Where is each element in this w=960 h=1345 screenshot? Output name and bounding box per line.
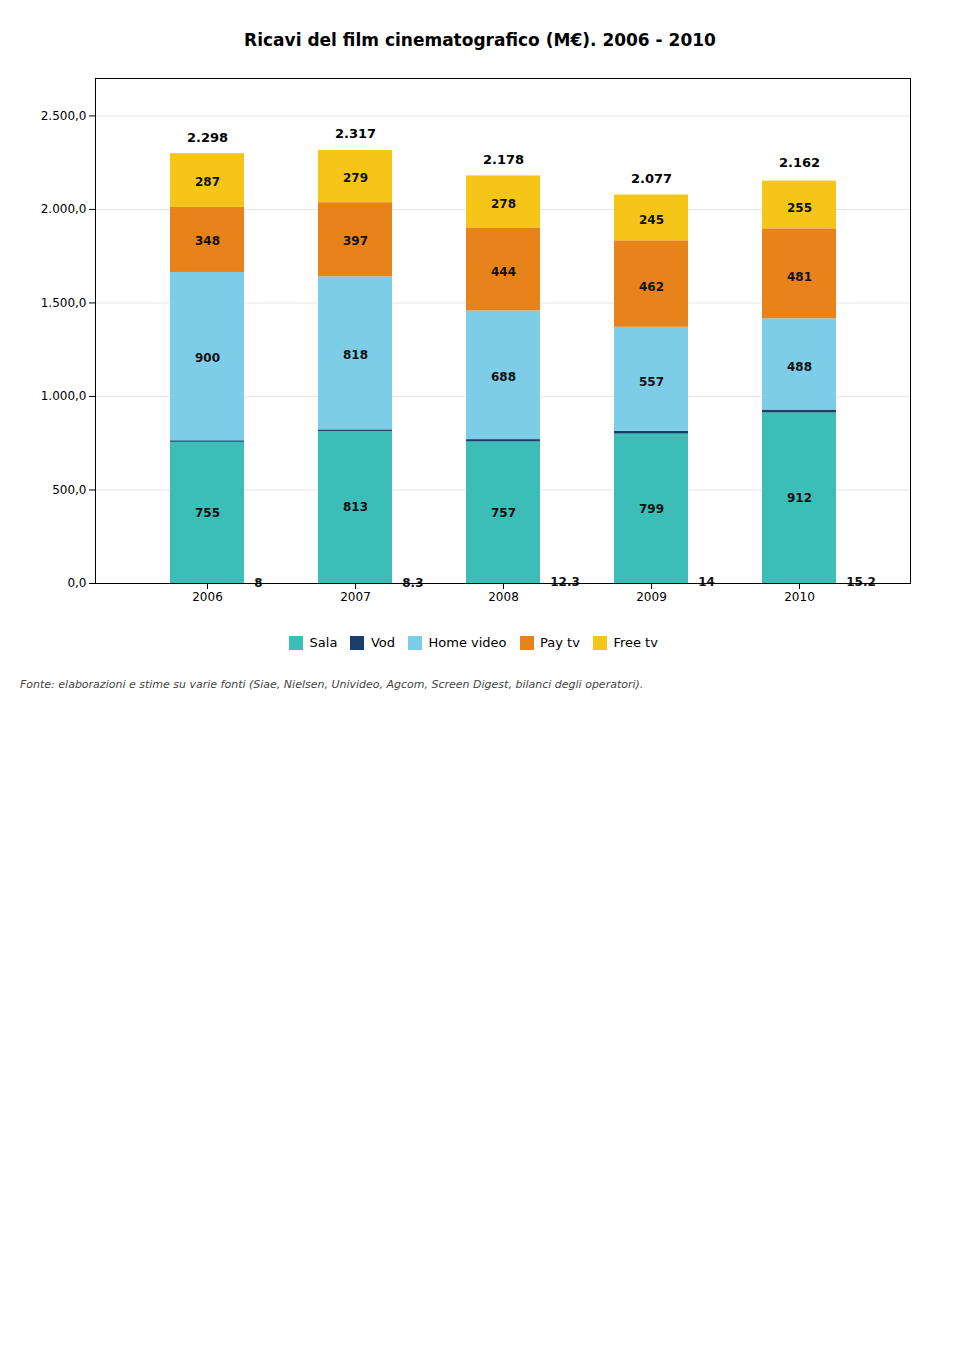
html-text:Free tv: Free tv [613,635,658,650]
svg-text:2.000,0: 2.000,0 [41,202,87,216]
svg-text:255: 255 [787,201,812,215]
svg-text:2.178: 2.178 [483,152,524,167]
svg-text:2.162: 2.162 [779,155,820,170]
svg-text:444: 444 [491,265,516,279]
html-text:Sala: Sala [309,635,338,650]
svg-text:348: 348 [195,234,220,248]
svg-text:799: 799 [639,502,664,516]
svg-text:755: 755 [195,506,220,520]
svg-text:245: 245 [639,213,664,227]
svg-text:397: 397 [343,234,368,248]
svg-text:2.317: 2.317 [335,126,376,141]
svg-text:2007: 2007 [340,590,371,604]
svg-text:8: 8 [254,576,262,590]
svg-text:279: 279 [343,171,368,185]
svg-text:462: 462 [639,280,664,294]
svg-text:818: 818 [343,348,368,362]
svg-text:2009: 2009 [636,590,667,604]
svg-text:2008: 2008 [488,590,519,604]
html-text:Pay tv: Pay tv [540,635,580,650]
svg-text:912: 912 [787,491,812,505]
html-text:Vod: Vod [370,635,395,650]
svg-text:278: 278 [491,197,516,211]
svg-text:8.3: 8.3 [402,576,423,590]
svg-text:557: 557 [639,375,664,389]
svg-text:688: 688 [491,370,516,384]
svg-text:1.000,0: 1.000,0 [41,389,87,403]
html-text:Fonte: elaborazioni e stime su: Fonte: elaborazioni e stime su varie fon… [20,677,644,691]
html-text:Home video: Home video [428,635,507,650]
svg-text:757: 757 [491,506,516,520]
svg-text:2006: 2006 [192,590,223,604]
svg-text:500,0: 500,0 [52,483,86,497]
svg-text:12.3: 12.3 [550,575,580,589]
html-text:Ricavi del film cinematografic: Ricavi del film cinematografico (M€). 20… [244,30,716,50]
svg-text:2.298: 2.298 [187,130,228,145]
svg-text:488: 488 [787,360,812,374]
svg-text:15.2: 15.2 [846,575,876,589]
svg-text:813: 813 [343,500,368,514]
svg-text:900: 900 [195,351,220,365]
svg-text:2.077: 2.077 [631,171,672,186]
svg-text:2.500,0: 2.500,0 [41,109,87,123]
svg-text:2010: 2010 [784,590,815,604]
svg-text:14: 14 [698,575,715,589]
svg-text:287: 287 [195,175,220,189]
svg-text:0,0: 0,0 [67,576,86,590]
svg-text:1.500,0: 1.500,0 [41,296,87,310]
svg-text:481: 481 [787,270,812,284]
